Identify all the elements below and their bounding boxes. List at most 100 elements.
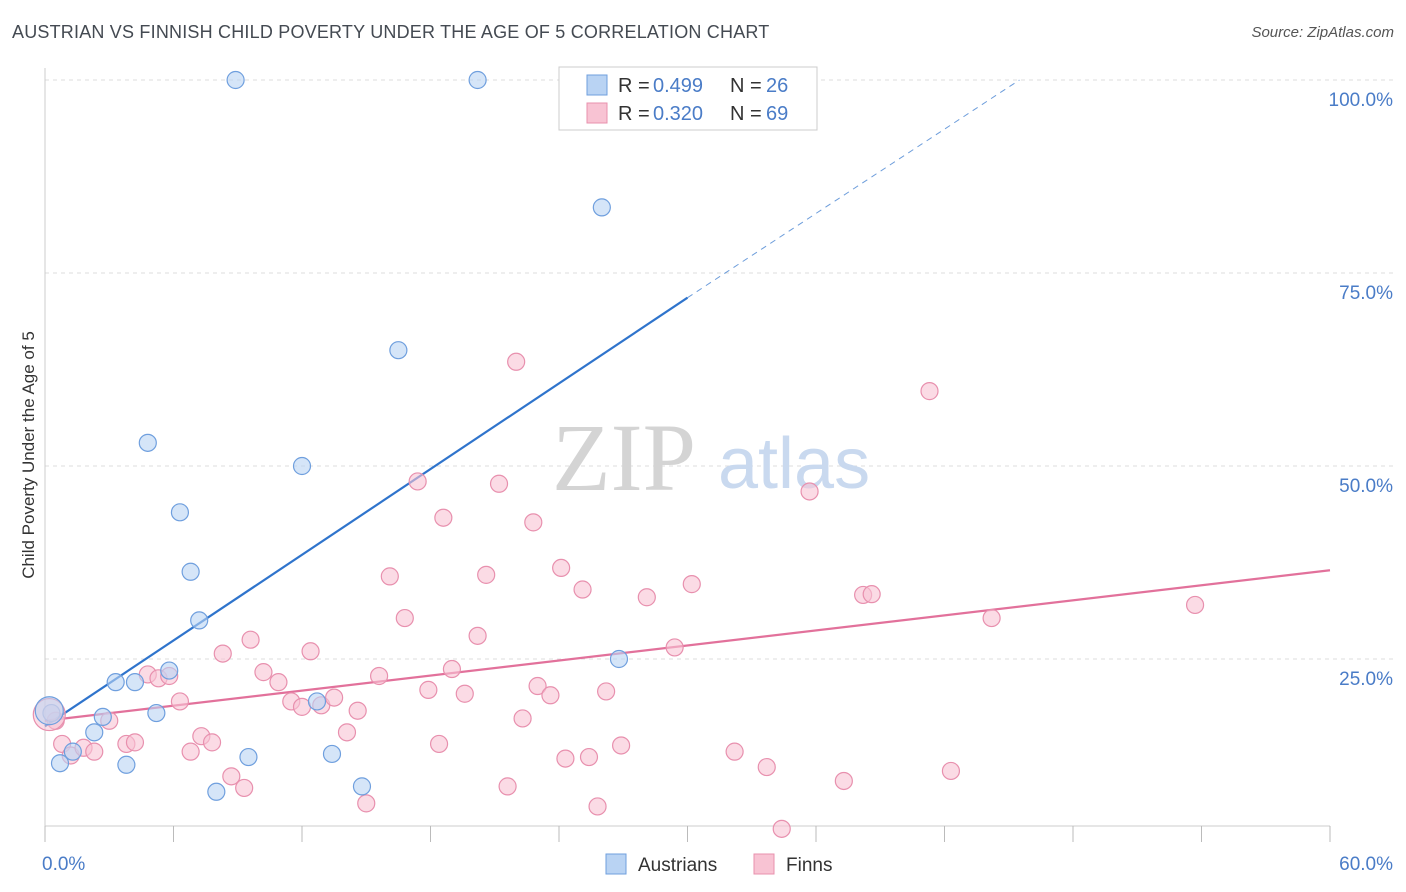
austrians-trend-line — [44, 296, 689, 728]
austrians-point — [93, 707, 112, 727]
finns-point — [556, 749, 575, 768]
austrians-point — [147, 703, 166, 723]
austrians-point — [190, 611, 209, 630]
finns-point — [682, 575, 701, 594]
finns-trend-line — [44, 569, 1331, 722]
finns-point — [541, 686, 560, 705]
finns-point — [489, 474, 509, 493]
austrians-point-large — [34, 696, 64, 726]
legend-r-label-austrians: R = — [618, 75, 650, 97]
austrians-point — [50, 754, 70, 773]
chart-title: AUSTRIAN VS FINNISH CHILD POVERTY UNDER … — [12, 22, 770, 42]
finns-point — [513, 709, 532, 728]
grid-lines — [45, 79, 1395, 660]
finns-point — [941, 761, 961, 781]
x-tick-labels: 0.0% 60.0% — [42, 854, 1393, 875]
finns-point — [597, 682, 616, 701]
austrians-point — [170, 503, 190, 522]
finns-point — [380, 567, 399, 586]
bottom-legend-swatch-finns — [753, 853, 775, 875]
finns-point — [269, 673, 288, 692]
finns-point — [222, 767, 241, 786]
stats-legend: R = 0.499 N = 26 R = 0.320 N = 69 — [558, 66, 818, 131]
finns-point — [254, 663, 273, 682]
austrians-point — [226, 70, 245, 90]
finns-point — [834, 771, 853, 791]
finns-point — [434, 508, 453, 527]
finns-point — [612, 736, 631, 755]
finns-point — [498, 777, 517, 796]
austrians-point — [63, 742, 82, 761]
watermark-atlas: atlas — [718, 424, 870, 504]
trend-lines — [44, 79, 1331, 728]
austrians-point — [389, 341, 408, 360]
finns-point — [772, 819, 791, 838]
finns-point — [85, 742, 104, 761]
austrians-point — [592, 198, 611, 217]
finns-point — [725, 742, 744, 761]
watermark: ZIP atlas — [552, 404, 870, 511]
finns-point — [357, 794, 376, 813]
finns-point — [419, 680, 438, 699]
austrians-point — [106, 673, 125, 692]
austrians-point — [609, 649, 629, 669]
finns-point — [408, 472, 427, 491]
source-label: Source: ZipAtlas.com — [1251, 24, 1394, 41]
finns-point — [455, 684, 474, 703]
legend-n-value-austrians: 26 — [766, 75, 788, 97]
finns-point — [181, 742, 200, 761]
legend-n-label-austrians: N = — [730, 75, 762, 97]
finns-point — [528, 676, 547, 696]
austrians-point — [352, 777, 372, 796]
y-tick-label-100: 100.0% — [1329, 90, 1394, 111]
austrians-point — [468, 70, 487, 90]
finns-point — [920, 382, 939, 401]
finns-point — [202, 733, 222, 752]
austrians-point — [117, 755, 136, 774]
finns-point — [468, 626, 487, 645]
finns-point — [524, 513, 543, 532]
legend-r-value-finns: 0.320 — [653, 103, 703, 125]
legend-r-value-austrians: 0.499 — [653, 75, 703, 97]
legend-swatch-finns — [586, 102, 608, 124]
austrians-point — [85, 723, 104, 742]
austrians-point — [292, 456, 312, 476]
finns-point — [337, 723, 357, 742]
finns-point — [429, 734, 449, 754]
finns-point — [800, 482, 819, 501]
finns-point — [370, 666, 389, 686]
finns-point — [395, 608, 414, 628]
finns-point — [573, 580, 592, 599]
finns-point — [235, 778, 254, 798]
finns-point — [170, 692, 190, 711]
bottom-legend-swatch-austrians — [605, 853, 627, 875]
finns-point — [442, 659, 462, 679]
finns-point — [862, 585, 881, 604]
finns-point — [325, 688, 344, 707]
finns-point — [301, 642, 320, 661]
austrians-point — [207, 782, 226, 801]
bottom-legend-label-austrians: Austrians — [638, 855, 717, 876]
y-tick-label-50: 50.0% — [1339, 476, 1393, 497]
series-legend: Austrians Finns — [605, 853, 832, 876]
x-tick-label-max: 60.0% — [1339, 854, 1393, 875]
finns-point — [241, 630, 260, 649]
finns-point — [477, 565, 496, 584]
finns-point — [579, 747, 599, 767]
legend-swatch-austrians — [586, 74, 608, 96]
y-axis-title: Child Poverty Under the Age of 5 — [19, 331, 38, 579]
austrians-point — [307, 692, 327, 711]
finns-point — [665, 638, 684, 657]
finns-point — [757, 757, 776, 777]
austrians-point — [239, 747, 258, 767]
austrians-point — [138, 433, 157, 452]
finns-point — [637, 588, 656, 607]
finns-point — [125, 733, 145, 752]
data-points — [32, 70, 1205, 838]
finns-point — [982, 608, 1001, 628]
finns-point — [213, 644, 232, 663]
finns-point — [1185, 595, 1205, 615]
austrians-point — [322, 744, 342, 764]
y-tick-label-75: 75.0% — [1339, 283, 1393, 304]
